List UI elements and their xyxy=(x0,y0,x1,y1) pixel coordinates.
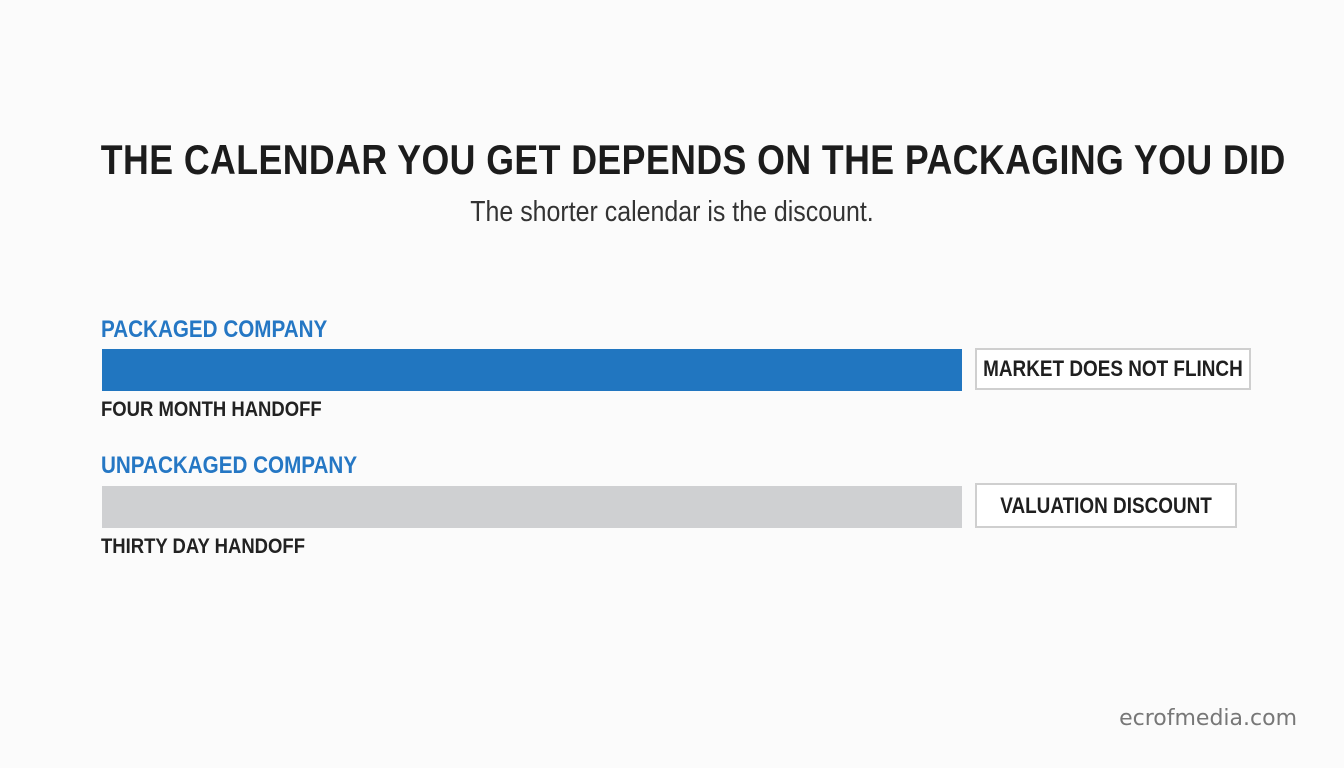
packaged-outcome-tag: MARKET DOES NOT FLINCH xyxy=(975,348,1251,390)
packaged-handoff-caption: FOUR MONTH HANDOFF xyxy=(101,398,322,421)
unpackaged-company-bar xyxy=(102,486,962,528)
packaged-outcome-text: MARKET DOES NOT FLINCH xyxy=(983,356,1243,381)
packaged-company-bar xyxy=(102,349,962,391)
page-title: THE CALENDAR YOU GET DEPENDS ON THE PACK… xyxy=(100,136,1286,183)
page-subtitle: The shorter calendar is the discount. xyxy=(470,196,874,228)
unpackaged-outcome-text: VALUATION DISCOUNT xyxy=(1000,492,1212,518)
unpackaged-outcome-tag: VALUATION DISCOUNT xyxy=(975,483,1237,528)
site-watermark: ecrofmedia.com xyxy=(1119,706,1297,731)
unpackaged-company-label: UNPACKAGED COMPANY xyxy=(101,452,358,479)
packaged-company-label: PACKAGED COMPANY xyxy=(101,316,328,343)
unpackaged-handoff-caption: THIRTY DAY HANDOFF xyxy=(101,535,305,558)
